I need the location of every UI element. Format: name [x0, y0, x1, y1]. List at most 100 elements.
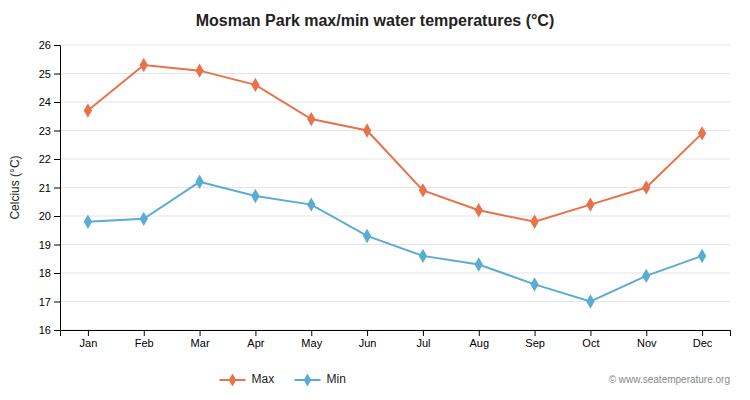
legend-marker [304, 373, 312, 386]
y-tick-mark [54, 245, 60, 246]
x-tick-label: Jan [80, 337, 98, 349]
y-tick-label: 22 [39, 153, 51, 165]
grid-line [60, 244, 730, 245]
point [140, 58, 148, 72]
legend-label: Max [252, 372, 275, 386]
y-tick-label: 21 [39, 182, 51, 194]
y-tick-mark [54, 131, 60, 132]
series [84, 175, 706, 309]
legend-marker [229, 373, 237, 386]
y-tick: 19 [39, 239, 60, 251]
y-tick-mark [54, 102, 60, 103]
x-axis: JanFebMarAprMayJunJulAugSepOctNovDec [61, 330, 731, 349]
x-tick-mark [535, 330, 536, 336]
x-tick-mark [367, 330, 368, 336]
point [363, 229, 371, 243]
x-tick-label: Jun [359, 337, 377, 349]
y-tick: 18 [39, 267, 60, 279]
chart: Mosman Park max/min water temperatures (… [0, 0, 750, 400]
point [475, 257, 483, 271]
x-tick: May [301, 330, 322, 349]
grid-line [60, 73, 730, 74]
point [84, 214, 92, 228]
y-tick-label: 25 [39, 68, 51, 80]
grid-line [60, 216, 730, 217]
grid-line [60, 273, 730, 274]
y-tick: 23 [39, 125, 60, 137]
y-tick-mark [54, 216, 60, 217]
y-tick-mark [54, 159, 60, 160]
y-tick-label: 19 [39, 239, 51, 251]
point [307, 197, 315, 211]
point [140, 212, 148, 226]
x-tick: Jun [359, 330, 377, 349]
y-tick-label: 26 [39, 39, 51, 51]
grid-line [60, 45, 730, 46]
x-tick: Nov [637, 330, 657, 349]
x-tick: Mar [191, 330, 210, 349]
legend-item: Min [295, 372, 346, 386]
y-tick: 24 [39, 96, 60, 108]
x-tick-mark [702, 330, 703, 336]
y-tick-mark [54, 330, 60, 331]
x-tick: Oct [582, 330, 599, 349]
x-tick-label: May [301, 337, 322, 349]
point [698, 126, 706, 140]
x-tick-label: Mar [191, 337, 210, 349]
x-tick-label: Sep [525, 337, 545, 349]
y-tick-label: 16 [39, 324, 51, 336]
series [84, 58, 706, 229]
x-tick-mark [88, 330, 89, 336]
y-tick: 17 [39, 296, 60, 308]
point [419, 183, 427, 197]
grid-line [60, 130, 730, 131]
x-tick-mark [590, 330, 591, 336]
point [530, 214, 538, 228]
legend-item: Max [220, 372, 275, 386]
x-tick-label: Nov [637, 337, 657, 349]
title: Mosman Park max/min water temperatures (… [196, 12, 555, 29]
point [84, 103, 92, 117]
point [642, 180, 650, 194]
point [698, 249, 706, 263]
x-tick-mark [479, 330, 480, 336]
y-tick: 26 [39, 39, 60, 51]
annotation: © www.seatemperature.org [609, 374, 730, 385]
point [586, 294, 594, 308]
y-tick: 20 [39, 210, 60, 222]
x-tick-mark [200, 330, 201, 336]
grid-line [60, 187, 730, 188]
y-tick-mark [54, 188, 60, 189]
y-tick: 22 [39, 153, 60, 165]
x-tick-mark [311, 330, 312, 336]
y-tick-label: 24 [39, 96, 51, 108]
point [251, 78, 259, 92]
point [642, 269, 650, 283]
point [475, 203, 483, 217]
y-tick-mark [54, 273, 60, 274]
legend-label: Min [327, 372, 346, 386]
y-axis: 16 17 18 19 20 21 22 23 24 25 26 [39, 39, 61, 336]
x-tick: Apr [247, 330, 264, 349]
x-tick-label: Dec [693, 337, 713, 349]
y-tick-mark [54, 74, 60, 75]
point [307, 112, 315, 126]
x-tick-label: Aug [469, 337, 489, 349]
y-tick-label: 23 [39, 125, 51, 137]
grid-line [60, 102, 730, 103]
x-tick: Jan [80, 330, 98, 349]
y-axis-title: Celcius (°C) [8, 155, 22, 219]
y-tick-label: 17 [39, 296, 51, 308]
point [251, 189, 259, 203]
y-tick-mark [54, 45, 60, 46]
y-tick-label: 18 [39, 267, 51, 279]
point [363, 123, 371, 137]
x-axis-line [61, 331, 731, 337]
x-tick-label: Oct [582, 337, 599, 349]
x-tick-mark [646, 330, 647, 336]
x-tick-mark [255, 330, 256, 336]
point [195, 63, 203, 77]
x-tick-label: Jul [416, 337, 430, 349]
y-tick: 25 [39, 68, 60, 80]
x-tick: Dec [693, 330, 713, 349]
